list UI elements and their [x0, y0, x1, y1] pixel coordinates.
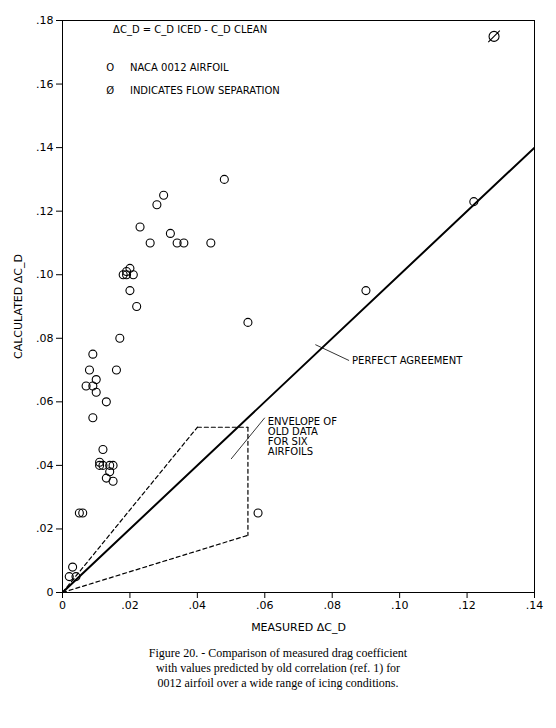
svg-text:CALCULATED ΔC_D: CALCULATED ΔC_D — [12, 254, 25, 359]
svg-text:.04: .04 — [36, 459, 54, 472]
svg-text:.06: .06 — [36, 395, 54, 408]
svg-text:Ø: Ø — [106, 85, 114, 96]
svg-text:.08: .08 — [36, 332, 54, 345]
svg-text:.12: .12 — [458, 599, 476, 612]
svg-text:ENVELOPE OFOLD DATAFOR SIXAIRF: ENVELOPE OFOLD DATAFOR SIXAIRFOILS — [268, 416, 337, 457]
svg-text:.06: .06 — [256, 599, 274, 612]
svg-text:.18: .18 — [36, 14, 54, 27]
svg-text:.16: .16 — [36, 78, 54, 91]
svg-text:PERFECT AGREEMENT: PERFECT AGREEMENT — [352, 355, 463, 366]
svg-text:O: O — [106, 62, 114, 73]
svg-text:0: 0 — [59, 599, 66, 612]
svg-text:INDICATES FLOW SEPARATION: INDICATES FLOW SEPARATION — [130, 85, 280, 96]
svg-text:.04: .04 — [189, 599, 207, 612]
svg-text:ΔC_D = C_D ICED - C_D CLEAN: ΔC_D = C_D ICED - C_D CLEAN — [113, 24, 267, 36]
svg-text:.12: .12 — [36, 205, 54, 218]
svg-text:.10: .10 — [391, 599, 409, 612]
svg-text:.02: .02 — [121, 599, 139, 612]
html-text:Figure 20. - Comparison of mea: Figure 20. - Comparison of measured drag… — [148, 646, 408, 690]
svg-text:.08: .08 — [323, 599, 341, 612]
svg-text:.14: .14 — [526, 599, 544, 612]
svg-text:.10: .10 — [36, 268, 54, 281]
svg-text:NACA 0012 AIRFOIL: NACA 0012 AIRFOIL — [130, 62, 229, 73]
svg-text:MEASURED ΔC_D: MEASURED ΔC_D — [251, 621, 346, 634]
svg-text:0: 0 — [47, 586, 54, 599]
svg-text:.02: .02 — [36, 522, 54, 535]
svg-text:.14: .14 — [36, 141, 54, 154]
